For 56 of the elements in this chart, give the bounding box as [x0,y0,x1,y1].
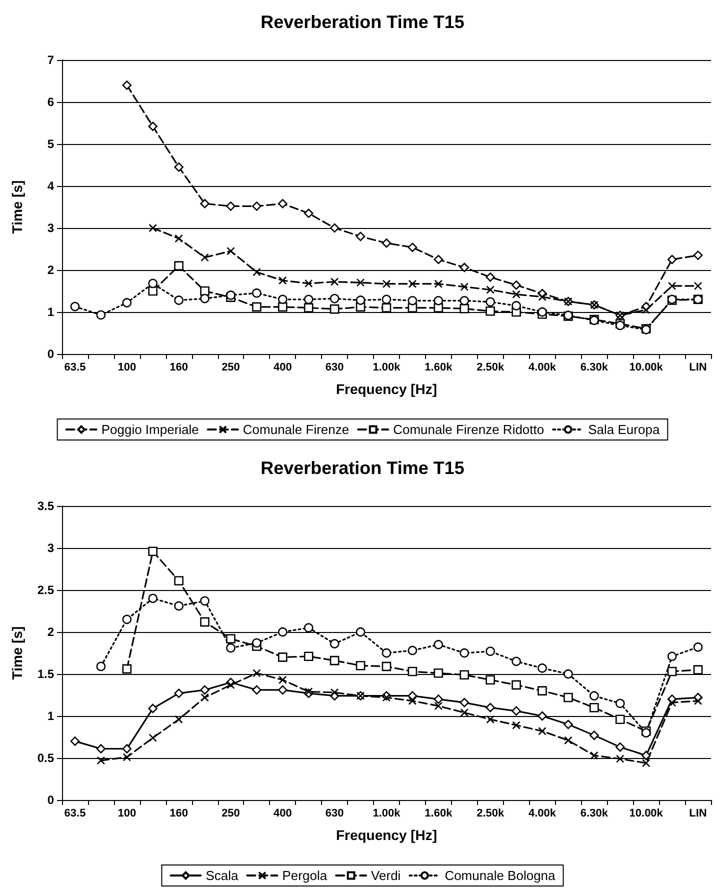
legend-label: Sala Europa [588,422,660,437]
chart-title: Reverberation Time T15 [260,458,464,478]
x-tick-label: 4.00k [528,808,557,820]
y-tick-label: 1 [47,709,54,723]
x-tick-label: 160 [170,362,188,374]
x-tick-label: 1.60k [424,808,454,820]
y-tick-label: 0 [47,793,54,807]
x-tick-label: 10.00k [629,362,664,374]
y-tick-label: 3 [47,221,54,235]
x-tick-label: 400 [273,808,292,820]
y-tick-label: 3.5 [37,499,54,513]
x-tick-label: 1.00k [372,808,402,820]
chart-title: Reverberation Time T15 [260,12,464,32]
x-tick-label: 100 [118,808,136,820]
y-tick-label: 2 [47,625,54,639]
y-tick-label: 1 [47,305,54,319]
x-tick-label: 2.50k [476,362,505,374]
legend-label: Poggio Imperiale [101,422,199,437]
y-axis-title: Time [s] [9,626,25,680]
y-tick-label: 4 [47,179,54,193]
y-tick-label: 6 [47,95,54,109]
y-tick-label: 0.5 [37,751,54,765]
x-axis-title: Frequency [Hz] [336,381,438,397]
x-tick-label: 63.5 [64,362,86,374]
y-tick-label: 5 [47,137,54,151]
y-tick-label: 3 [47,541,54,555]
legend-label: Comunale Bologna [444,868,556,883]
x-tick-label: LIN [689,808,707,820]
x-tick-label: 2.50k [476,808,505,820]
x-axis-title: Frequency [Hz] [336,827,438,843]
y-tick-label: 1.5 [37,667,54,681]
x-tick-label: 6.30k [580,808,609,820]
x-tick-label: 10.00k [629,808,664,820]
legend-label: Comunale Firenze Ridotto [393,422,544,437]
x-tick-label: 250 [222,362,240,374]
x-tick-label: 1.00k [372,362,402,374]
x-tick-label: 63.5 [64,808,86,820]
x-tick-label: LIN [689,362,707,374]
y-tick-label: 0 [47,347,54,361]
x-tick-label: 6.30k [580,362,609,374]
y-tick-label: 2.5 [37,583,54,597]
legend-label: Pergola [282,868,328,883]
x-tick-label: 4.00k [528,362,557,374]
x-tick-label: 630 [325,808,344,820]
legend-label: Verdi [371,868,401,883]
x-tick-label: 1.60k [424,362,454,374]
x-tick-label: 630 [325,362,344,374]
legend-label: Comunale Firenze [242,422,350,437]
x-tick-label: 400 [273,362,292,374]
y-tick-label: 2 [47,263,54,277]
x-tick-label: 250 [222,808,240,820]
y-axis-title: Time [s] [9,180,25,234]
y-tick-label: 7 [47,53,54,67]
legend-label: Scala [206,868,240,883]
x-tick-label: 160 [170,808,188,820]
x-tick-label: 100 [118,362,136,374]
